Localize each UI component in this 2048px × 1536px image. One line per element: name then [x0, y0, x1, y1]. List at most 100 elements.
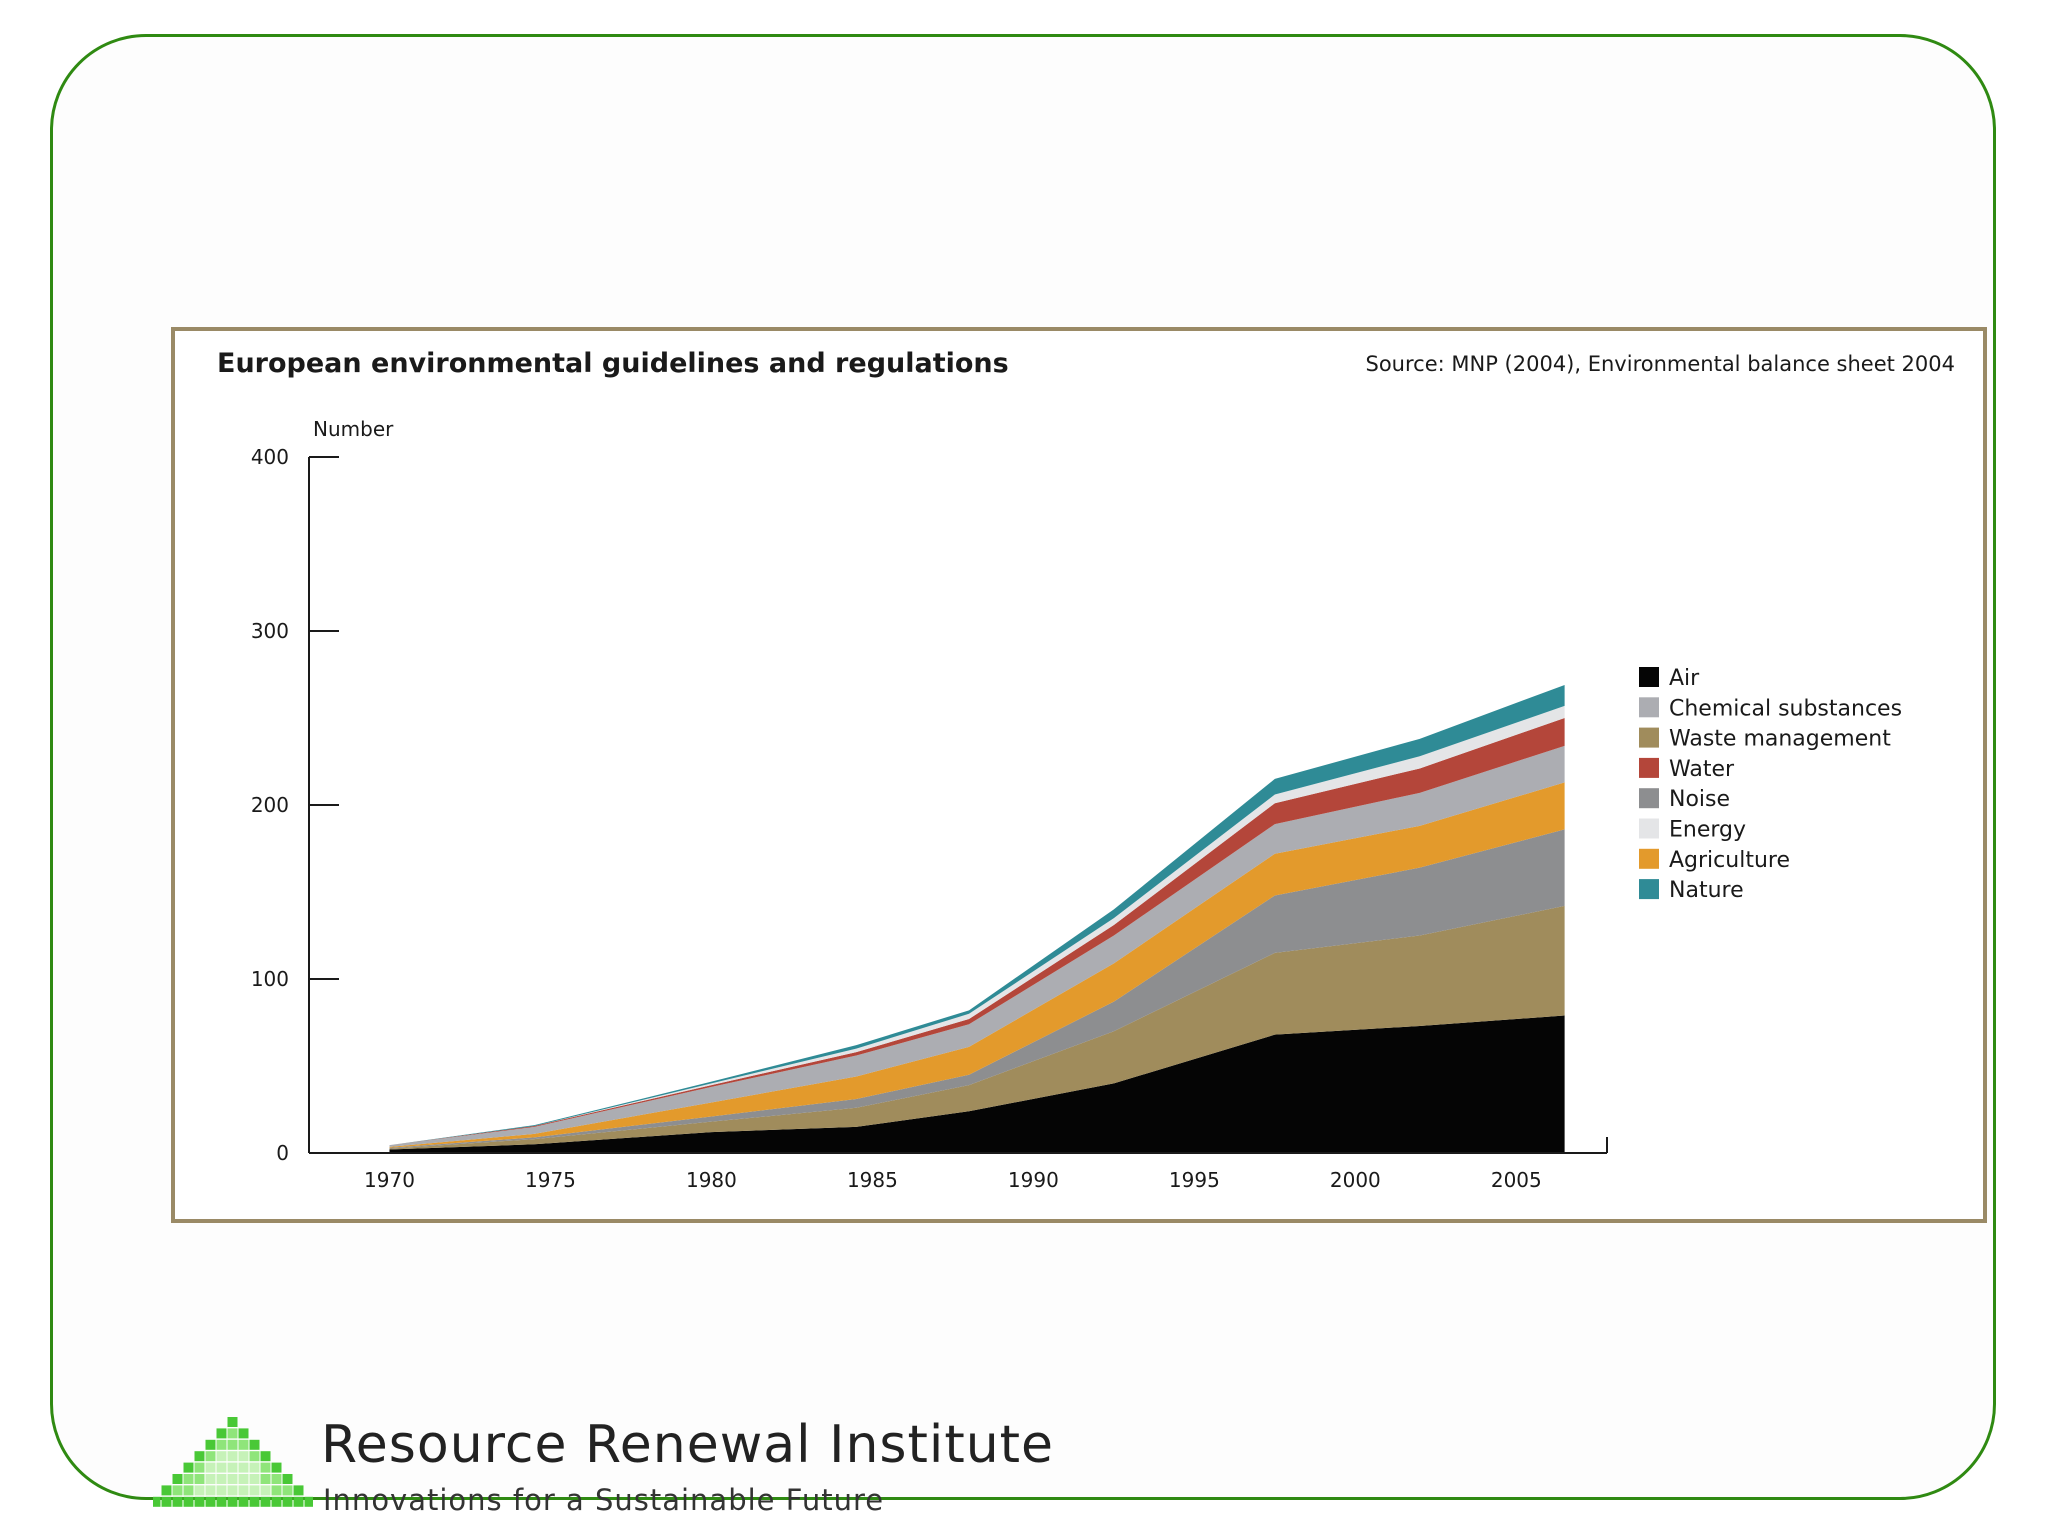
legend-label: Agriculture — [1669, 848, 1790, 873]
logo-block — [153, 1496, 161, 1507]
legend-label: Waste management — [1669, 727, 1891, 752]
logo-block — [161, 1485, 172, 1496]
x-tick-label: 1985 — [847, 1168, 898, 1192]
slide: European environmental guidelines and re… — [50, 34, 1996, 1517]
logo-block — [271, 1485, 282, 1496]
chart-frame: European environmental guidelines and re… — [171, 327, 1987, 1223]
logo-block — [227, 1451, 238, 1462]
area-noise — [389, 829, 1565, 1149]
logo-block — [172, 1496, 183, 1507]
x-tick-label: 1970 — [364, 1168, 415, 1192]
logo-block — [238, 1428, 249, 1439]
logo-block — [183, 1496, 194, 1507]
y-tick-label: 300 — [251, 619, 289, 643]
legend-swatch — [1639, 757, 1659, 778]
x-tick-label: 1995 — [1169, 1168, 1220, 1192]
logo-block — [260, 1474, 271, 1484]
x-tick-label: 1975 — [525, 1168, 576, 1192]
area-nature — [389, 684, 1565, 1146]
logo-block — [282, 1485, 293, 1496]
legend: Air Chemical substances Waste management Wa… — [1639, 666, 1902, 903]
logo-block — [271, 1474, 282, 1484]
logo-block — [183, 1462, 194, 1473]
legend-label: Chemical substances — [1669, 696, 1902, 721]
logo-block — [194, 1462, 205, 1473]
logo-block — [183, 1474, 194, 1484]
legend-swatch — [1639, 667, 1659, 687]
legend-swatch — [1639, 697, 1659, 718]
logo-block — [260, 1462, 271, 1473]
logo-block — [205, 1439, 216, 1450]
y-tick-label: 200 — [251, 793, 289, 817]
legend-item-agriculture: Agriculture — [1639, 848, 1790, 873]
logo-block — [238, 1485, 249, 1496]
organization-name: Resource Renewal Institute — [321, 1415, 1055, 1475]
area-layers — [389, 684, 1565, 1153]
y-axis-label: Number — [313, 417, 394, 441]
organization-tagline: Innovations for a Sustainable Future — [323, 1483, 885, 1517]
logo-block — [249, 1439, 260, 1450]
logo-block — [260, 1496, 271, 1507]
logo-block — [194, 1496, 205, 1507]
logo-block — [293, 1485, 304, 1496]
legend-item-waste-management: Waste management — [1639, 727, 1891, 752]
legend-swatch — [1639, 818, 1659, 839]
y-tick-label: 400 — [251, 445, 289, 469]
y-tick-label: 0 — [276, 1141, 289, 1165]
area-waste-management — [389, 905, 1565, 1150]
logo-block — [216, 1496, 227, 1507]
logo-block — [216, 1485, 227, 1496]
logo-block — [205, 1451, 216, 1462]
legend-label: Energy — [1669, 818, 1746, 843]
logo-block — [249, 1451, 260, 1462]
legend-item-chemical-substances: Chemical substances — [1639, 696, 1902, 721]
legend-label: Nature — [1669, 878, 1744, 903]
legend-swatch — [1639, 879, 1659, 900]
logo-block — [249, 1496, 260, 1507]
logo-block — [271, 1462, 282, 1473]
logo-block — [161, 1496, 172, 1507]
logo-block — [194, 1474, 205, 1484]
logo-block — [172, 1474, 183, 1484]
area-air — [389, 1015, 1565, 1153]
logo-block — [238, 1439, 249, 1450]
legend-item-nature: Nature — [1639, 878, 1744, 903]
logo-block — [238, 1462, 249, 1473]
institute-logo-icon — [153, 1417, 313, 1507]
area-energy — [389, 705, 1565, 1146]
logo-block — [238, 1496, 249, 1507]
chart-title: European environmental guidelines and re… — [217, 348, 1009, 379]
logo-block — [205, 1485, 216, 1496]
x-tick-label: 1990 — [1008, 1168, 1059, 1192]
logo-block — [205, 1462, 216, 1473]
logo-block — [271, 1496, 282, 1507]
logo-block — [227, 1417, 238, 1427]
logo-block — [238, 1451, 249, 1462]
logo-block — [260, 1451, 271, 1462]
legend-item-energy: Energy — [1639, 818, 1746, 843]
chart: European environmental guidelines and re… — [217, 348, 1955, 1192]
area-water — [389, 718, 1565, 1146]
logo-block — [194, 1485, 205, 1496]
legend-swatch — [1639, 727, 1659, 748]
logo-block — [183, 1485, 194, 1496]
logo-block — [260, 1485, 271, 1496]
logo-block — [227, 1428, 238, 1439]
logo-block — [282, 1496, 293, 1507]
logo-block — [205, 1496, 216, 1507]
logo-block — [216, 1451, 227, 1462]
logo-block — [227, 1485, 238, 1496]
logo-block — [194, 1451, 205, 1462]
logo-block — [249, 1474, 260, 1484]
y-tick-label: 100 — [251, 967, 289, 991]
legend-label: Noise — [1669, 787, 1730, 812]
logo-block — [216, 1428, 227, 1439]
legend-item-water: Water — [1639, 757, 1735, 782]
logo-block — [216, 1462, 227, 1473]
x-tick-label: 1980 — [686, 1168, 737, 1192]
legend-swatch — [1639, 788, 1659, 809]
legend-label: Water — [1669, 757, 1735, 782]
area-agriculture — [389, 782, 1565, 1148]
logo-block — [238, 1474, 249, 1484]
logo-block — [304, 1496, 313, 1507]
